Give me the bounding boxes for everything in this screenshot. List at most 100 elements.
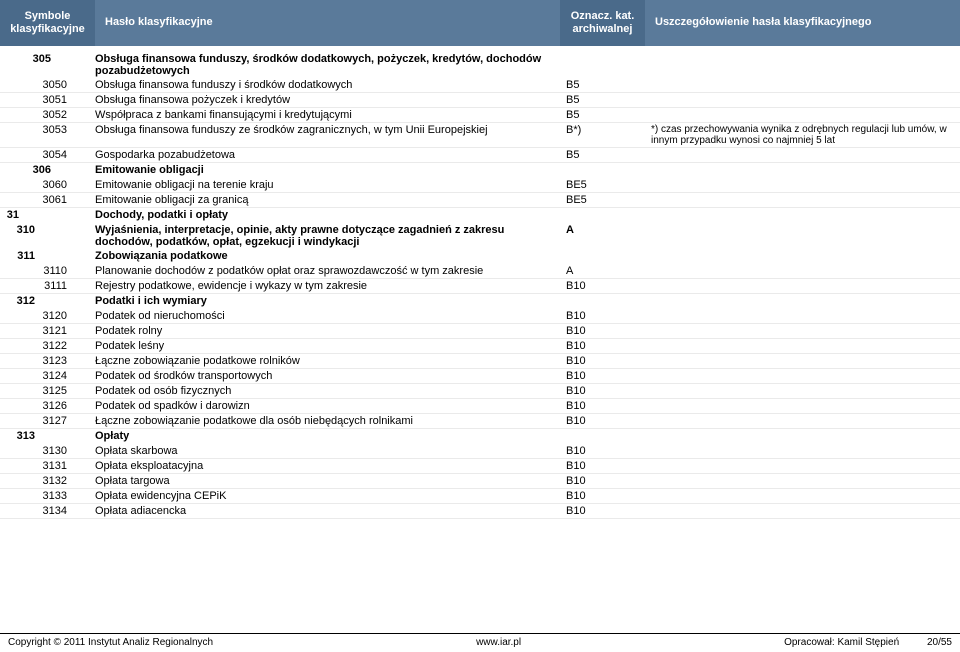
row-text: Łączne zobowiązanie podatkowe rolników (95, 355, 560, 367)
row-text: Obsługa finansowa funduszy ze środków za… (95, 124, 560, 136)
header-col-entry: Hasło klasyfikacyjne (95, 0, 560, 46)
page-footer: Copyright © 2011 Instytut Analiz Regiona… (0, 633, 960, 648)
table-row: 3053Obsługa finansowa funduszy ze środkó… (0, 123, 960, 148)
footer-author: Opracował: Kamil Stępień 20/55 (784, 637, 952, 648)
row-text: Emitowanie obligacji na terenie kraju (95, 179, 560, 191)
row-code: 310 (0, 224, 95, 236)
row-code: 31 (0, 209, 95, 221)
row-code: 3052 (0, 109, 95, 121)
row-code: 3131 (0, 460, 95, 472)
table-row: 3125Podatek od osób fizycznychB10 (0, 384, 960, 399)
row-category: B10 (560, 460, 645, 472)
table-body: 305Obsługa finansowa funduszy, środków d… (0, 46, 960, 519)
row-code: 3124 (0, 370, 95, 382)
table-row: 3061Emitowanie obligacji za granicąBE5 (0, 193, 960, 208)
footer-copyright: Copyright © 2011 Instytut Analiz Regiona… (8, 637, 213, 648)
row-category: B5 (560, 94, 645, 106)
table-row: 3121Podatek rolnyB10 (0, 324, 960, 339)
row-category: B10 (560, 325, 645, 337)
table-row: 31Dochody, podatki i opłaty (0, 208, 960, 223)
row-code: 3054 (0, 149, 95, 161)
row-category: B5 (560, 149, 645, 161)
row-text: Obsługa finansowa funduszy i środków dod… (95, 79, 560, 91)
table-row: 3051Obsługa finansowa pożyczek i kredytó… (0, 93, 960, 108)
row-text: Podatek od osób fizycznych (95, 385, 560, 397)
row-code: 3110 (0, 265, 95, 277)
row-text: Podatek od środków transportowych (95, 370, 560, 382)
table-row: 3134Opłata adiacenckaB10 (0, 504, 960, 519)
table-row: 306Emitowanie obligacji (0, 163, 960, 178)
row-detail: *) czas przechowywania wynika z odrębnyc… (645, 124, 960, 146)
table-row: 3111Rejestry podatkowe, ewidencje i wyka… (0, 279, 960, 294)
row-code: 3122 (0, 340, 95, 352)
table-row: 3132Opłata targowaB10 (0, 474, 960, 489)
table-row: 3050Obsługa finansowa funduszy i środków… (0, 78, 960, 93)
row-code: 3123 (0, 355, 95, 367)
row-text: Gospodarka pozabudżetowa (95, 149, 560, 161)
row-text: Emitowanie obligacji (95, 164, 560, 176)
row-code: 3111 (0, 280, 95, 292)
row-code: 3051 (0, 94, 95, 106)
row-code: 3134 (0, 505, 95, 517)
header-col-symbols: Symbole klasyfikacyjne (0, 0, 95, 46)
row-code: 3125 (0, 385, 95, 397)
table-row: 310Wyjaśnienia, interpretacje, opinie, a… (0, 223, 960, 249)
row-code: 311 (0, 250, 95, 262)
table-row: 3054Gospodarka pozabudżetowaB5 (0, 148, 960, 163)
row-text: Podatek rolny (95, 325, 560, 337)
table-row: 3130Opłata skarbowaB10 (0, 444, 960, 459)
table-row: 3123Łączne zobowiązanie podatkowe rolnik… (0, 354, 960, 369)
row-code: 3132 (0, 475, 95, 487)
row-text: Emitowanie obligacji za granicą (95, 194, 560, 206)
table-row: 3126Podatek od spadków i darowiznB10 (0, 399, 960, 414)
table-row: 313Opłaty (0, 429, 960, 444)
row-code: 3130 (0, 445, 95, 457)
table-row: 305Obsługa finansowa funduszy, środków d… (0, 52, 960, 78)
footer-url: www.iar.pl (476, 637, 521, 648)
row-category: B10 (560, 400, 645, 412)
table-row: 3127Łączne zobowiązanie podatkowe dla os… (0, 414, 960, 429)
row-text: Planowanie dochodów z podatków opłat ora… (95, 265, 560, 277)
row-category: B10 (560, 475, 645, 487)
row-code: 312 (0, 295, 95, 307)
row-text: Zobowiązania podatkowe (95, 250, 560, 262)
row-category: B10 (560, 505, 645, 517)
row-text: Łączne zobowiązanie podatkowe dla osób n… (95, 415, 560, 427)
row-text: Obsługa finansowa pożyczek i kredytów (95, 94, 560, 106)
row-text: Opłaty (95, 430, 560, 442)
row-code: 313 (0, 430, 95, 442)
header-col-category: Oznacz. kat. archiwalnej (560, 0, 645, 46)
row-text: Opłata adiacencka (95, 505, 560, 517)
row-code: 3121 (0, 325, 95, 337)
row-category: B10 (560, 340, 645, 352)
table-header: Symbole klasyfikacyjne Hasło klasyfikacy… (0, 0, 960, 46)
row-text: Opłata eksploatacyjna (95, 460, 560, 472)
table-row: 3133Opłata ewidencyjna CEPiKB10 (0, 489, 960, 504)
row-text: Współpraca z bankami finansującymi i kre… (95, 109, 560, 121)
row-category: B10 (560, 280, 645, 292)
row-category: B10 (560, 355, 645, 367)
row-code: 3060 (0, 179, 95, 191)
table-row: 3120Podatek od nieruchomościB10 (0, 309, 960, 324)
table-row: 3131Opłata eksploatacyjnaB10 (0, 459, 960, 474)
row-text: Opłata skarbowa (95, 445, 560, 457)
row-text: Opłata targowa (95, 475, 560, 487)
row-text: Obsługa finansowa funduszy, środków doda… (95, 53, 560, 77)
row-category: B10 (560, 490, 645, 502)
row-category: B10 (560, 445, 645, 457)
row-category: A (560, 224, 645, 236)
table-row: 3060Emitowanie obligacji na terenie kraj… (0, 178, 960, 193)
row-category: B10 (560, 415, 645, 427)
row-category: B10 (560, 310, 645, 322)
row-category: B5 (560, 109, 645, 121)
row-text: Opłata ewidencyjna CEPiK (95, 490, 560, 502)
row-code: 3120 (0, 310, 95, 322)
row-code: 3061 (0, 194, 95, 206)
row-code: 306 (0, 164, 95, 176)
table-row: 311Zobowiązania podatkowe (0, 249, 960, 264)
table-row: 3124Podatek od środków transportowychB10 (0, 369, 960, 384)
row-category: B*) (560, 124, 645, 136)
row-category: B5 (560, 79, 645, 91)
table-row: 3052Współpraca z bankami finansującymi i… (0, 108, 960, 123)
row-code: 3133 (0, 490, 95, 502)
